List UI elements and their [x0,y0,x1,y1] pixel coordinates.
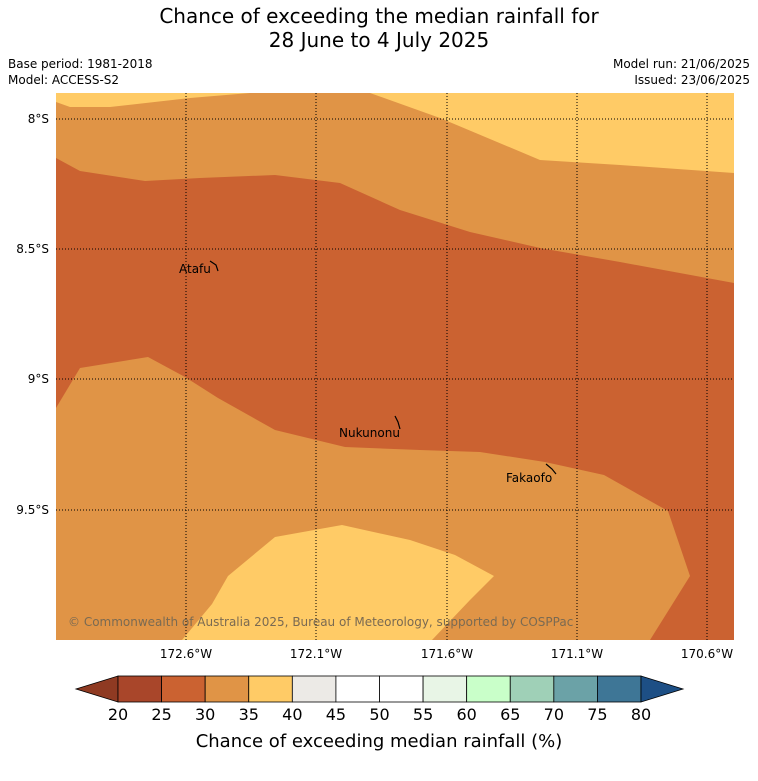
colorbar-tick-label: 40 [282,705,302,724]
fakaofo-outline [545,463,557,475]
colorbar-tick-label: 65 [500,705,520,724]
colorbar-tick-label: 30 [195,705,215,724]
zone-25-30 [56,158,734,640]
colorbar-tick-label: 80 [631,705,651,724]
colorbar-tick-label: 60 [456,705,476,724]
place-label-atafu: Atafu [179,262,211,276]
colorbar-segment [597,675,642,703]
colorbar-tick-label: 25 [151,705,171,724]
nukunonu-outline [394,415,401,430]
colorbar-tick-label: 50 [369,705,389,724]
base-period: Base period: 1981-2018 [8,57,153,71]
colorbar-segment [553,675,598,703]
issued-date: Issued: 23/06/2025 [634,73,750,87]
lat-label-9: 9°S [28,372,49,386]
colorbar-tick-label: 55 [413,705,433,724]
atolls [209,260,557,475]
title-line-1: Chance of exceeding the median rainfall … [159,4,599,28]
title-line-2: 28 June to 4 July 2025 [268,28,490,52]
colorbar-segment [161,675,206,703]
place-label-nukunonu: Nukunonu [339,426,400,440]
model-run: Model run: 21/06/2025 [612,57,750,71]
copyright-notice: © Commonwealth of Australia 2025, Bureau… [68,615,573,629]
colorbar-tick-label: 45 [326,705,346,724]
colorbar-segment [335,675,380,703]
lon-label-171-6: 171.6°W [421,647,473,661]
colorbar-label: Chance of exceeding median rainfall (%) [196,731,563,752]
colorbar-segment [248,675,293,703]
map-title: Chance of exceeding the median rainfall … [0,4,758,52]
colorbar-segment [379,675,424,703]
colorbar-segment [117,675,162,703]
colorbar-segment [422,675,468,703]
colorbar-tick-label: 20 [108,705,128,724]
colorbar-tick-label: 75 [587,705,607,724]
lat-label-8-5: 8.5°S [16,242,49,256]
colorbar-tick-label: 35 [239,705,259,724]
colorbar-segment [204,675,250,703]
model-name: Model: ACCESS-S2 [8,73,120,87]
colorbar-tick-label: 70 [544,705,564,724]
colorbar-under-arrow [74,675,119,703]
lon-label-170-6: 170.6°W [681,647,733,661]
lat-label-8: 8°S [28,112,49,126]
zone-35-40-top-left [56,93,250,107]
colorbar-segment [509,675,555,703]
lon-label-172-6: 172.6°W [160,647,212,661]
lat-label-9-5: 9.5°S [16,503,49,517]
atafu-outline [209,260,219,272]
lon-label-172-1: 172.1°W [290,647,342,661]
meta-right: Model run: 21/06/2025 Issued: 23/06/2025 [613,56,750,88]
meta-left: Base period: 1981-2018 Model: ACCESS-S2 [8,56,153,88]
colorbar-over-arrow [640,675,685,703]
colorbar-segment [291,675,337,703]
place-label-fakaofo: Fakaofo [506,471,552,485]
colorbar-ticks: 20 25 30 35 40 45 50 55 60 65 70 75 80 [108,705,651,724]
colorbar-segment [466,675,511,703]
colorbar [74,675,685,703]
graticule [56,93,734,640]
lon-label-171-1: 171.1°W [551,647,603,661]
rainfall-field [56,93,734,640]
